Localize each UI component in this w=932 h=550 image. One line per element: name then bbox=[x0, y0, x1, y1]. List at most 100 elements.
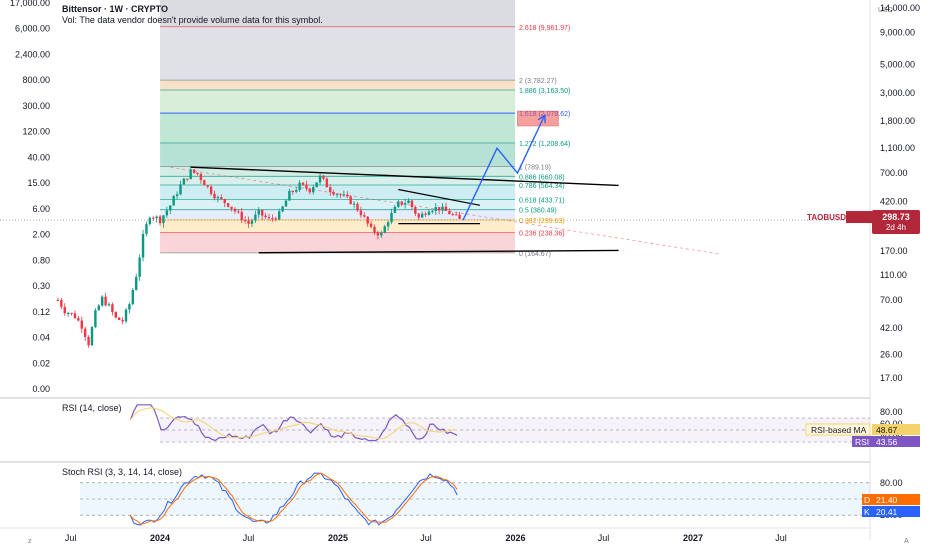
projection-arrowhead bbox=[537, 113, 546, 124]
left-axis-tick: 0.30 bbox=[32, 281, 50, 291]
candle-body bbox=[66, 312, 70, 314]
candle-body bbox=[250, 220, 254, 224]
candle-body bbox=[363, 215, 366, 217]
candle-body bbox=[339, 194, 342, 196]
candle-body bbox=[322, 175, 325, 179]
fib-band bbox=[160, 143, 516, 167]
candle-body bbox=[131, 289, 135, 305]
stoch-d-value-bg bbox=[872, 494, 920, 505]
fib-band bbox=[160, 113, 516, 144]
candle-body bbox=[329, 187, 332, 193]
candle-body bbox=[230, 206, 233, 209]
candle-body bbox=[186, 178, 189, 180]
candle-body bbox=[60, 300, 63, 307]
candle-body bbox=[359, 210, 363, 216]
candle-body bbox=[155, 216, 158, 219]
candle-body bbox=[308, 188, 312, 193]
price-axis-tick: 420.00 bbox=[880, 196, 908, 206]
candle-body bbox=[366, 216, 369, 224]
candle-body bbox=[118, 317, 121, 320]
auto-scale-button: A bbox=[904, 538, 909, 545]
candle-body bbox=[271, 218, 274, 220]
timezone-icon: z bbox=[28, 538, 32, 545]
candle-body bbox=[141, 233, 145, 258]
candle-body bbox=[284, 200, 288, 207]
candle-body bbox=[80, 320, 83, 329]
candle-body bbox=[97, 305, 100, 311]
price-axis-tick: 3,000.00 bbox=[880, 88, 915, 98]
fib-band bbox=[160, 209, 516, 220]
left-axis-tick: 800.00 bbox=[22, 75, 50, 85]
candle-body bbox=[124, 309, 128, 322]
candle-body bbox=[397, 201, 400, 207]
rsi-ma-value: 48.67 bbox=[876, 425, 898, 435]
candle-body bbox=[315, 182, 318, 188]
rsi-axis-tick: 80.00 bbox=[880, 407, 903, 417]
target-zone-box bbox=[516, 110, 559, 127]
stoch-band bbox=[80, 482, 870, 516]
rsi-ma-line bbox=[130, 407, 458, 440]
time-axis-tick: 2024 bbox=[150, 533, 170, 543]
time-axis-tick: Jul bbox=[775, 533, 787, 543]
left-axis-tick: 0.02 bbox=[32, 358, 50, 368]
candle-body bbox=[349, 196, 352, 205]
fib-band bbox=[160, 232, 516, 253]
stoch-d-line bbox=[130, 472, 458, 525]
candle-body bbox=[73, 313, 77, 319]
stoch-d-value: 21.40 bbox=[876, 495, 898, 505]
candle-body bbox=[121, 319, 124, 322]
candle-body bbox=[376, 232, 380, 236]
candle-body bbox=[216, 197, 220, 199]
rsi-legend: RSI bbox=[855, 437, 869, 447]
last-price: 298.73 bbox=[882, 212, 910, 222]
candle-body bbox=[380, 232, 383, 236]
symbol-tag: TAOBUSD bbox=[807, 213, 846, 222]
candle-body bbox=[145, 224, 148, 234]
candle-body bbox=[291, 190, 295, 192]
candle-body bbox=[56, 300, 60, 302]
candle-body bbox=[267, 217, 271, 219]
rsi-ma-legend: RSI-based MA bbox=[811, 425, 867, 435]
candle-body bbox=[417, 213, 420, 218]
candle-body bbox=[454, 214, 458, 216]
candle-body bbox=[441, 206, 444, 211]
time-axis-tick: Jul bbox=[598, 533, 610, 543]
symbol-tag-bg bbox=[846, 211, 872, 224]
candle-body bbox=[458, 214, 461, 219]
candle-body bbox=[277, 211, 281, 220]
time-axis-tick: Jul bbox=[243, 533, 255, 543]
candle-body bbox=[182, 178, 186, 185]
price-axis-tick: 1,800.00 bbox=[880, 116, 915, 126]
time-axis-tick: 2026 bbox=[506, 533, 526, 543]
rsi-ma-value-bg bbox=[872, 424, 920, 435]
candle-body bbox=[400, 201, 403, 205]
price-axis-tick: 26.00 bbox=[880, 350, 903, 360]
candle-body bbox=[383, 226, 386, 233]
candle-body bbox=[169, 205, 172, 211]
candle-body bbox=[203, 180, 206, 186]
candle-body bbox=[111, 304, 114, 312]
stoch-axis-tick: 80.00 bbox=[880, 478, 903, 488]
stoch-k-value: 20.41 bbox=[876, 507, 898, 517]
fib-level-label: 0.886 (660.08) bbox=[519, 174, 565, 181]
candle-body bbox=[152, 217, 155, 219]
candle-body bbox=[104, 296, 107, 306]
stoch-rsi-pane-title: Stoch RSI (3, 3, 14, 14, close) bbox=[62, 467, 183, 477]
candle-body bbox=[295, 190, 298, 192]
fib-level-label: 1 (789.19) bbox=[519, 164, 551, 171]
candle-body bbox=[301, 182, 305, 185]
price-axis-tick: 170.00 bbox=[880, 246, 908, 256]
candle-body bbox=[264, 215, 267, 218]
stoch-k-value-bg bbox=[872, 506, 920, 517]
candle-body bbox=[220, 197, 223, 200]
candle-body bbox=[87, 336, 90, 346]
left-axis-tick: 0.04 bbox=[32, 333, 50, 343]
candle-body bbox=[386, 222, 390, 227]
fib-band bbox=[160, 219, 516, 233]
bar-countdown: 2d 4h bbox=[886, 223, 906, 232]
left-axis-tick: 17,000.00 bbox=[10, 0, 50, 8]
left-axis-tick: 6,000.00 bbox=[15, 24, 50, 34]
candle-body bbox=[325, 178, 329, 188]
candle-body bbox=[424, 213, 427, 215]
